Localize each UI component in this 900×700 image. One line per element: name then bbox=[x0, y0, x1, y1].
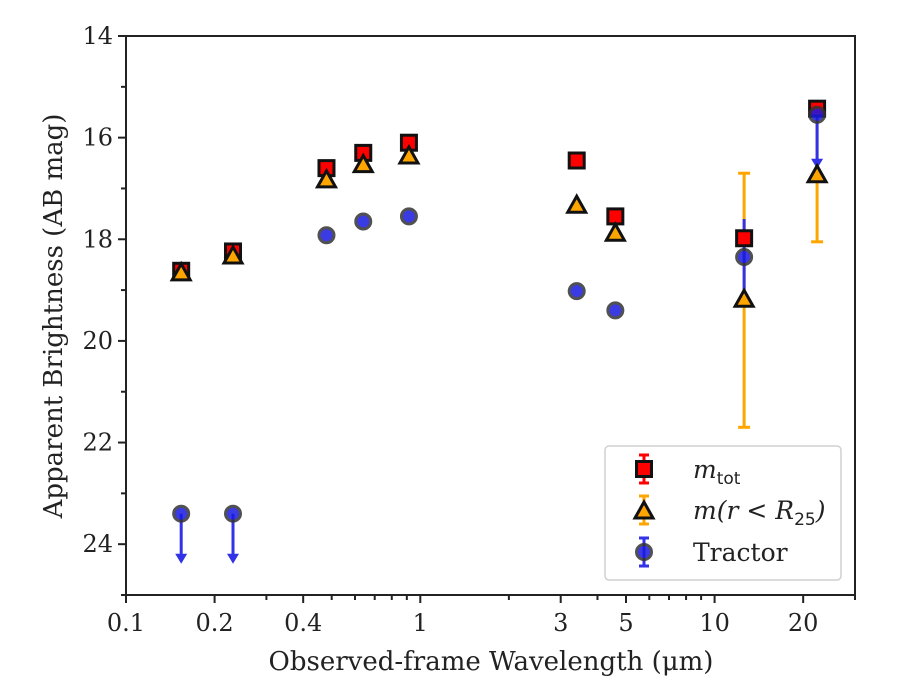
square-marker bbox=[735, 229, 754, 248]
y-axis-title: Apparent Brightness (AB mag) bbox=[39, 114, 69, 520]
legend-label-mr25: m(r < R25) bbox=[693, 496, 825, 530]
tractor-point bbox=[808, 105, 827, 124]
legend-entry-mr25: m(r < R25) bbox=[632, 494, 825, 530]
tractor-point bbox=[399, 207, 418, 226]
mr25-point bbox=[314, 167, 339, 189]
y-tick-label: 14 bbox=[82, 22, 113, 50]
plot-frame bbox=[125, 35, 856, 596]
y-tick-label: 18 bbox=[82, 225, 113, 253]
triangle-marker bbox=[314, 167, 339, 189]
tractor-point bbox=[567, 282, 586, 301]
mtot-point bbox=[735, 229, 754, 248]
x-tick-label: 1 bbox=[413, 609, 428, 637]
legend-entry-tractor: Tractor bbox=[635, 536, 788, 568]
tractor-point bbox=[172, 504, 191, 523]
x-tick-label: 3 bbox=[553, 609, 568, 637]
triangle-marker bbox=[565, 193, 589, 214]
legend-label-mtot: mtot bbox=[693, 455, 741, 489]
legend-marker-triangle bbox=[632, 498, 656, 520]
circle-marker bbox=[224, 504, 243, 523]
mr25-point bbox=[565, 193, 589, 214]
legend-marker-square bbox=[635, 460, 653, 478]
mr25-point bbox=[603, 221, 627, 242]
circle-marker bbox=[567, 282, 586, 301]
circle-marker bbox=[399, 207, 418, 226]
mr25-point bbox=[732, 287, 756, 308]
x-tick-label: 5 bbox=[618, 609, 633, 637]
x-tick-label: 10 bbox=[699, 609, 730, 637]
legend-frame bbox=[604, 445, 842, 581]
axes: 14 16 18 20 22 24 0.1 0.2 0.4 1 3 5 10 20 bbox=[82, 22, 856, 637]
mr25-point bbox=[169, 260, 193, 282]
upper-limit-arrowhead bbox=[175, 553, 188, 564]
upper-limit-arrowhead bbox=[227, 553, 240, 564]
x-tick-label: 0.1 bbox=[107, 609, 145, 637]
triangle-marker bbox=[732, 287, 756, 308]
square-marker bbox=[635, 460, 653, 478]
circle-marker bbox=[172, 504, 191, 523]
triangle-marker bbox=[632, 498, 656, 520]
legend-entry-mtot: mtot bbox=[635, 453, 741, 489]
tractor-point bbox=[317, 226, 336, 245]
legend-label-tractor: Tractor bbox=[693, 538, 788, 567]
mr25-point bbox=[397, 143, 421, 165]
mr25-point bbox=[805, 162, 829, 184]
circle-marker bbox=[808, 105, 827, 124]
y-tick-label: 22 bbox=[82, 429, 113, 457]
mr25-point bbox=[351, 152, 375, 174]
mtot-point bbox=[567, 151, 586, 170]
circle-marker bbox=[635, 543, 653, 561]
circle-marker bbox=[606, 301, 625, 320]
x-tick-label: 0.2 bbox=[196, 609, 234, 637]
tractor-point bbox=[354, 212, 373, 231]
tractor-point bbox=[224, 504, 243, 523]
y-tick-label: 24 bbox=[82, 530, 113, 558]
triangle-marker bbox=[169, 260, 193, 282]
circle-marker bbox=[735, 248, 754, 267]
tractor-point bbox=[735, 248, 754, 267]
triangle-marker bbox=[805, 162, 829, 184]
mr25-point bbox=[221, 243, 245, 265]
triangle-marker bbox=[221, 243, 245, 265]
tractor-point bbox=[606, 301, 625, 320]
square-marker bbox=[567, 151, 586, 170]
circle-marker bbox=[354, 212, 373, 231]
triangle-marker bbox=[603, 221, 627, 242]
triangle-marker bbox=[351, 152, 375, 174]
x-axis-title: Observed-frame Wavelength (μm) bbox=[269, 647, 714, 677]
triangle-marker bbox=[397, 143, 421, 165]
x-tick-label: 20 bbox=[788, 609, 819, 637]
circle-marker bbox=[317, 226, 336, 245]
y-tick-label: 16 bbox=[82, 124, 113, 152]
plot-area bbox=[169, 99, 829, 564]
legend: mtot m(r < R25) Tractor bbox=[604, 445, 842, 581]
x-tick-label: 0.4 bbox=[284, 609, 322, 637]
legend-marker-circle bbox=[635, 543, 653, 561]
y-tick-label: 20 bbox=[82, 327, 113, 355]
